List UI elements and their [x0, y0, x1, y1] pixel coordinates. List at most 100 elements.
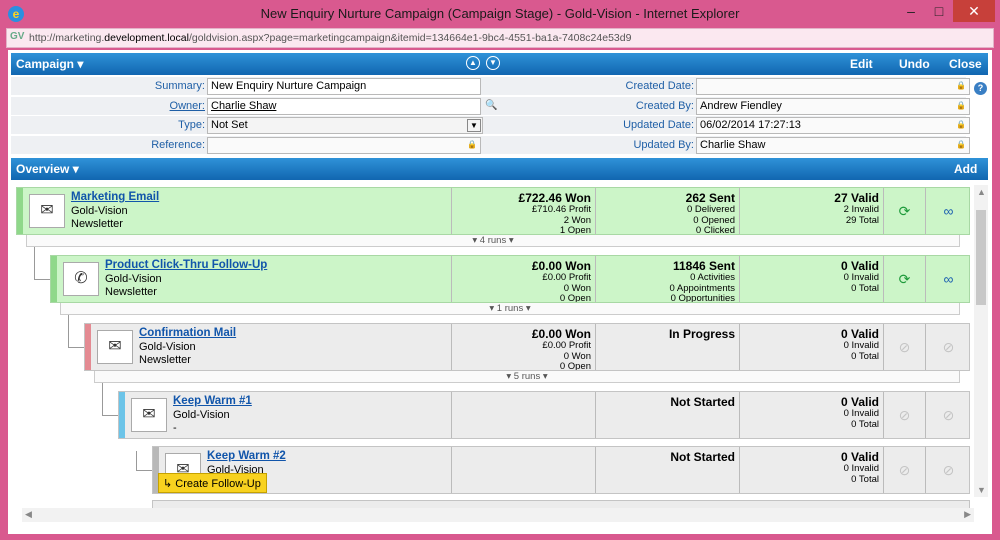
search-icon[interactable]: 🔍 [485, 100, 498, 111]
close-window-button[interactable]: ✕ [953, 0, 995, 22]
disabled-icon: ⊘ [883, 447, 925, 493]
stage-valid-cell: 27 Valid 2 Invalid 29 Total [739, 188, 883, 234]
chevron-down-icon[interactable]: ▼ [486, 56, 500, 70]
lock-icon: 🔒 [956, 140, 966, 149]
tree-connector [102, 383, 103, 415]
chevron-up-icon[interactable]: ▲ [466, 56, 480, 70]
refresh-icon[interactable]: ⟳ [883, 188, 925, 234]
stage-brand: Gold-Vision [71, 205, 128, 217]
window-title: New Enquiry Nurture Campaign (Campaign S… [260, 6, 740, 21]
undo-button[interactable]: Undo [899, 57, 930, 71]
reference-field[interactable]: 🔒 [207, 137, 481, 154]
stage-type: Newsletter [139, 354, 191, 366]
scroll-down-icon[interactable]: ▼ [977, 485, 986, 495]
stage-brand: Gold-Vision [173, 409, 230, 421]
stage-sent-cell: Not Started [595, 447, 739, 493]
stage-type: - [173, 422, 177, 434]
title-bar: e New Enquiry Nurture Campaign (Campaign… [0, 0, 1000, 28]
stage-valid-cell: 0 Valid 0 Invalid 0 Total [739, 324, 883, 370]
horizontal-scrollbar[interactable]: ◀ ▶ [22, 508, 974, 522]
link-icon[interactable]: ∞ [925, 256, 969, 302]
disabled-icon: ⊘ [925, 392, 969, 438]
lock-icon: 🔒 [467, 140, 477, 149]
stage-name-link[interactable]: Product Click-Thru Follow-Up [105, 259, 268, 271]
close-button[interactable]: Close [949, 57, 982, 71]
owner-field[interactable]: Charlie Shaw [207, 98, 481, 115]
campaign-stage-card[interactable]: ✉ Keep Warm #2 Gold-Vision Not Started 0 Val… [152, 446, 970, 494]
updated-by-label: Updated By: [633, 139, 694, 151]
runs-toggle[interactable]: ▾ 4 runs ▾ [26, 235, 960, 247]
disabled-icon: ⊘ [925, 324, 969, 370]
address-bar[interactable]: GV http://marketing.development.local/go… [6, 28, 994, 48]
reference-label: Reference: [151, 139, 205, 151]
stage-type: Newsletter [105, 286, 157, 298]
lock-icon: 🔒 [956, 120, 966, 129]
tree-connector [68, 347, 84, 348]
stage-sent-cell: 262 Sent 0 Delivered 0 Opened 0 Clicked [595, 188, 739, 234]
tree-connector [68, 315, 69, 347]
type-select[interactable]: Not Set ▼ [207, 117, 483, 134]
campaign-stage-card[interactable] [152, 500, 970, 509]
runs-toggle[interactable]: ▾ 1 runs ▾ [60, 303, 960, 315]
updated-date-field: 06/02/2014 17:27:13 🔒 [696, 117, 970, 134]
created-by-label: Created By: [635, 100, 694, 112]
disabled-icon: ⊘ [925, 447, 969, 493]
campaign-stage-card[interactable]: ✉ Marketing Email Gold-Vision Newsletter £72… [16, 187, 970, 235]
owner-link[interactable]: Owner: [169, 100, 205, 112]
stage-won-cell [451, 392, 595, 438]
tree-connector [136, 451, 137, 470]
updated-by-field: Charlie Shaw 🔒 [696, 137, 970, 154]
campaign-stage-card[interactable]: ✉ Confirmation Mail Gold-Vision Newsletter £… [84, 323, 970, 371]
stage-won-cell: £0.00 Won £0.00 Profit 0 Won 0 Open [451, 256, 595, 302]
link-icon[interactable]: ∞ [925, 188, 969, 234]
scroll-up-icon[interactable]: ▲ [977, 187, 986, 197]
disabled-icon: ⊘ [883, 324, 925, 370]
stage-color-strip [17, 188, 23, 234]
stage-sent-cell: Not Started [595, 392, 739, 438]
campaign-tree: ✉ Marketing Email Gold-Vision Newsletter £72… [16, 185, 970, 509]
lock-icon: 🔒 [956, 81, 966, 90]
refresh-icon[interactable]: ⟳ [883, 256, 925, 302]
stage-name-link[interactable]: Marketing Email [71, 191, 160, 203]
stage-name-link[interactable]: Keep Warm #1 [173, 395, 252, 407]
envelope-icon: ✉ [29, 194, 65, 228]
overview-header-bar: Overview ▾ Add [11, 158, 988, 180]
url-text[interactable]: http://marketing.development.local/goldv… [29, 32, 632, 44]
campaign-header-bar: Campaign ▾ ▲ ▼ Edit Undo Close [11, 53, 988, 75]
updated-date-label: Updated Date: [623, 119, 694, 131]
overview-menu[interactable]: Overview ▾ [16, 162, 79, 176]
campaign-menu[interactable]: Campaign ▾ [16, 57, 84, 71]
phone-icon: ✆ [63, 262, 99, 296]
edit-button[interactable]: Edit [850, 57, 873, 71]
scroll-left-icon[interactable]: ◀ [25, 509, 32, 519]
stage-valid-cell: 0 Valid 0 Invalid 0 Total [739, 392, 883, 438]
stage-name-link[interactable]: Keep Warm #2 [207, 450, 286, 462]
create-follow-up-tooltip[interactable]: ↳ Create Follow-Up [158, 473, 267, 493]
ie-logo-icon: e [8, 6, 24, 22]
stage-valid-cell: 0 Valid 0 Invalid 0 Total [739, 256, 883, 302]
type-label: Type: [178, 119, 205, 131]
created-date-field: 🔒 [696, 78, 970, 95]
scroll-thumb[interactable] [976, 210, 986, 305]
scroll-right-icon[interactable]: ▶ [964, 509, 971, 519]
vertical-scrollbar[interactable]: ▲ ▼ [974, 185, 988, 497]
stage-type: Newsletter [71, 218, 123, 230]
tree-connector [136, 470, 152, 471]
campaign-stage-card[interactable]: ✆ Product Click-Thru Follow-Up Gold-Vision… [50, 255, 970, 303]
campaign-stage-card[interactable]: ✉ Keep Warm #1 Gold-Vision - Not Started 0 Va… [118, 391, 970, 439]
tree-connector [34, 247, 35, 279]
stage-color-strip [119, 392, 125, 438]
stage-color-strip [153, 447, 159, 493]
stage-sent-cell: In Progress [595, 324, 739, 370]
maximize-button[interactable]: □ [934, 3, 944, 19]
runs-toggle[interactable]: ▾ 5 runs ▾ [94, 371, 960, 383]
add-button[interactable]: Add [954, 162, 978, 176]
stage-name-link[interactable]: Confirmation Mail [139, 327, 237, 339]
tree-connector [102, 415, 118, 416]
minimize-button[interactable]: – [907, 3, 915, 19]
help-icon[interactable]: ? [974, 82, 987, 95]
summary-field[interactable]: New Enquiry Nurture Campaign [207, 78, 481, 95]
dropdown-arrow-icon[interactable]: ▼ [467, 119, 481, 132]
disabled-icon: ⊘ [883, 392, 925, 438]
